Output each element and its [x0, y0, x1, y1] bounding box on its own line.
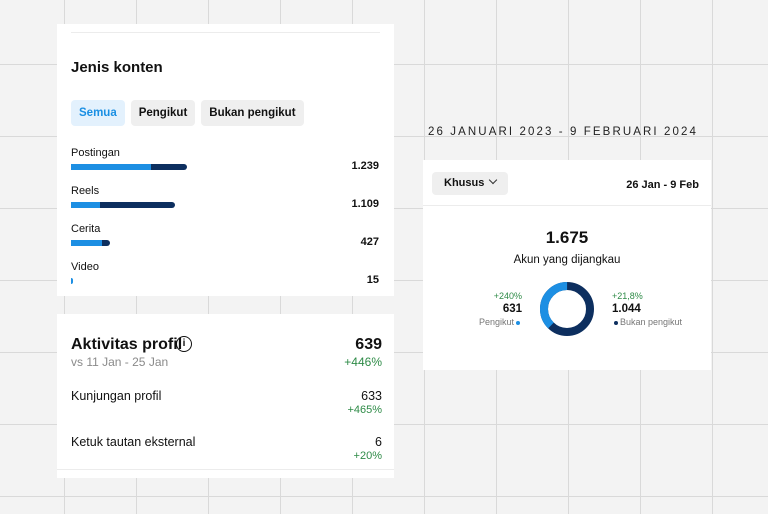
- activity-row-change: +20%: [353, 450, 382, 462]
- content-row-video[interactable]: Video 15: [71, 261, 379, 299]
- divider: [71, 32, 380, 33]
- non-followers-segment: [151, 164, 187, 170]
- activity-row-label: Ketuk tautan eksternal: [71, 435, 196, 449]
- tab-all[interactable]: Semua: [71, 100, 125, 126]
- non-followers-dot-icon: [614, 320, 618, 325]
- followers-value: 631: [502, 303, 522, 315]
- content-row-label: Postingan: [71, 147, 120, 159]
- followers-legend: +240% 631 Pengikut: [479, 291, 522, 328]
- content-row-value: 1.109: [351, 198, 379, 210]
- date-range-label: 26 Jan - 9 Feb: [626, 179, 699, 191]
- activity-row-value: 6: [375, 435, 382, 449]
- content-row-value: 15: [366, 274, 379, 286]
- followers-segment: [71, 278, 73, 284]
- non-followers-change: +21,8%: [612, 291, 643, 301]
- tab-non-followers[interactable]: Bukan pengikut: [201, 100, 304, 126]
- content-row-posts[interactable]: Postingan 1.239: [71, 147, 379, 185]
- audience-filter-tabs: Semua Pengikut Bukan pengikut: [71, 100, 304, 126]
- content-row-stories[interactable]: Cerita 427: [71, 223, 379, 261]
- content-row-bar: [71, 278, 73, 284]
- profile-activity-change: +446%: [344, 355, 382, 369]
- date-filter-dropdown[interactable]: Khusus: [432, 172, 509, 195]
- date-range-caption: 26 JANUARI 2023 - 9 FEBRUARI 2024: [428, 126, 698, 138]
- content-type-list: Postingan 1.239 Reels 1.109 Cerita 427: [71, 147, 379, 299]
- content-row-label: Cerita: [71, 223, 101, 235]
- followers-segment: [71, 240, 102, 246]
- content-type-title: Jenis konten: [71, 59, 163, 76]
- non-followers-value: 1.044: [612, 303, 641, 315]
- tab-followers[interactable]: Pengikut: [130, 100, 196, 126]
- activity-row-label: Kunjungan profil: [71, 389, 162, 403]
- accounts-reached-total: 1.675: [545, 228, 589, 247]
- accounts-reached-caption: Akun yang dijangkau: [513, 254, 621, 266]
- followers-segment: [71, 202, 100, 208]
- content-type-card: Jenis konten Semua Pengikut Bukan pengik…: [57, 24, 394, 296]
- followers-segment: [71, 164, 151, 170]
- dropdown-label: Khusus: [444, 177, 485, 189]
- content-row-bar: [71, 164, 187, 170]
- divider: [423, 205, 711, 206]
- info-icon[interactable]: i: [176, 336, 192, 352]
- activity-row-profile-visits[interactable]: Kunjungan profil 633 +465%: [71, 389, 382, 423]
- accounts-reached-card: Khusus 26 Jan - 9 Feb 1.675 Akun yang di…: [423, 160, 711, 370]
- content-row-bar: [71, 202, 175, 208]
- content-row-value: 1.239: [351, 160, 379, 172]
- content-row-label: Reels: [71, 185, 100, 197]
- non-followers-legend: +21,8% 1.044 Bukan pengikut: [612, 291, 682, 328]
- comparison-period: vs 11 Jan - 25 Jan: [71, 355, 169, 369]
- followers-change: +240%: [493, 291, 522, 301]
- content-row-label: Video: [71, 261, 99, 273]
- followers-label: Pengikut: [478, 317, 514, 327]
- activity-row-value: 633: [361, 389, 382, 403]
- reach-donut-chart: [540, 282, 594, 336]
- activity-row-external-links[interactable]: Ketuk tautan eksternal 6 +20%: [71, 435, 382, 469]
- profile-activity-card: Aktivitas profil i vs 11 Jan - 25 Jan 63…: [57, 314, 394, 478]
- profile-activity-total: 639: [355, 336, 382, 353]
- non-followers-segment: [100, 202, 175, 208]
- content-row-bar: [71, 240, 110, 246]
- chevron-down-icon: [489, 175, 498, 185]
- followers-dot-icon: [516, 320, 520, 325]
- content-row-reels[interactable]: Reels 1.109: [71, 185, 379, 223]
- content-row-value: 427: [360, 236, 379, 248]
- activity-row-change: +465%: [347, 404, 382, 416]
- divider: [57, 469, 394, 470]
- non-followers-segment: [102, 240, 110, 246]
- non-followers-label: Bukan pengikut: [620, 317, 683, 327]
- profile-activity-title: Aktivitas profil: [71, 336, 183, 353]
